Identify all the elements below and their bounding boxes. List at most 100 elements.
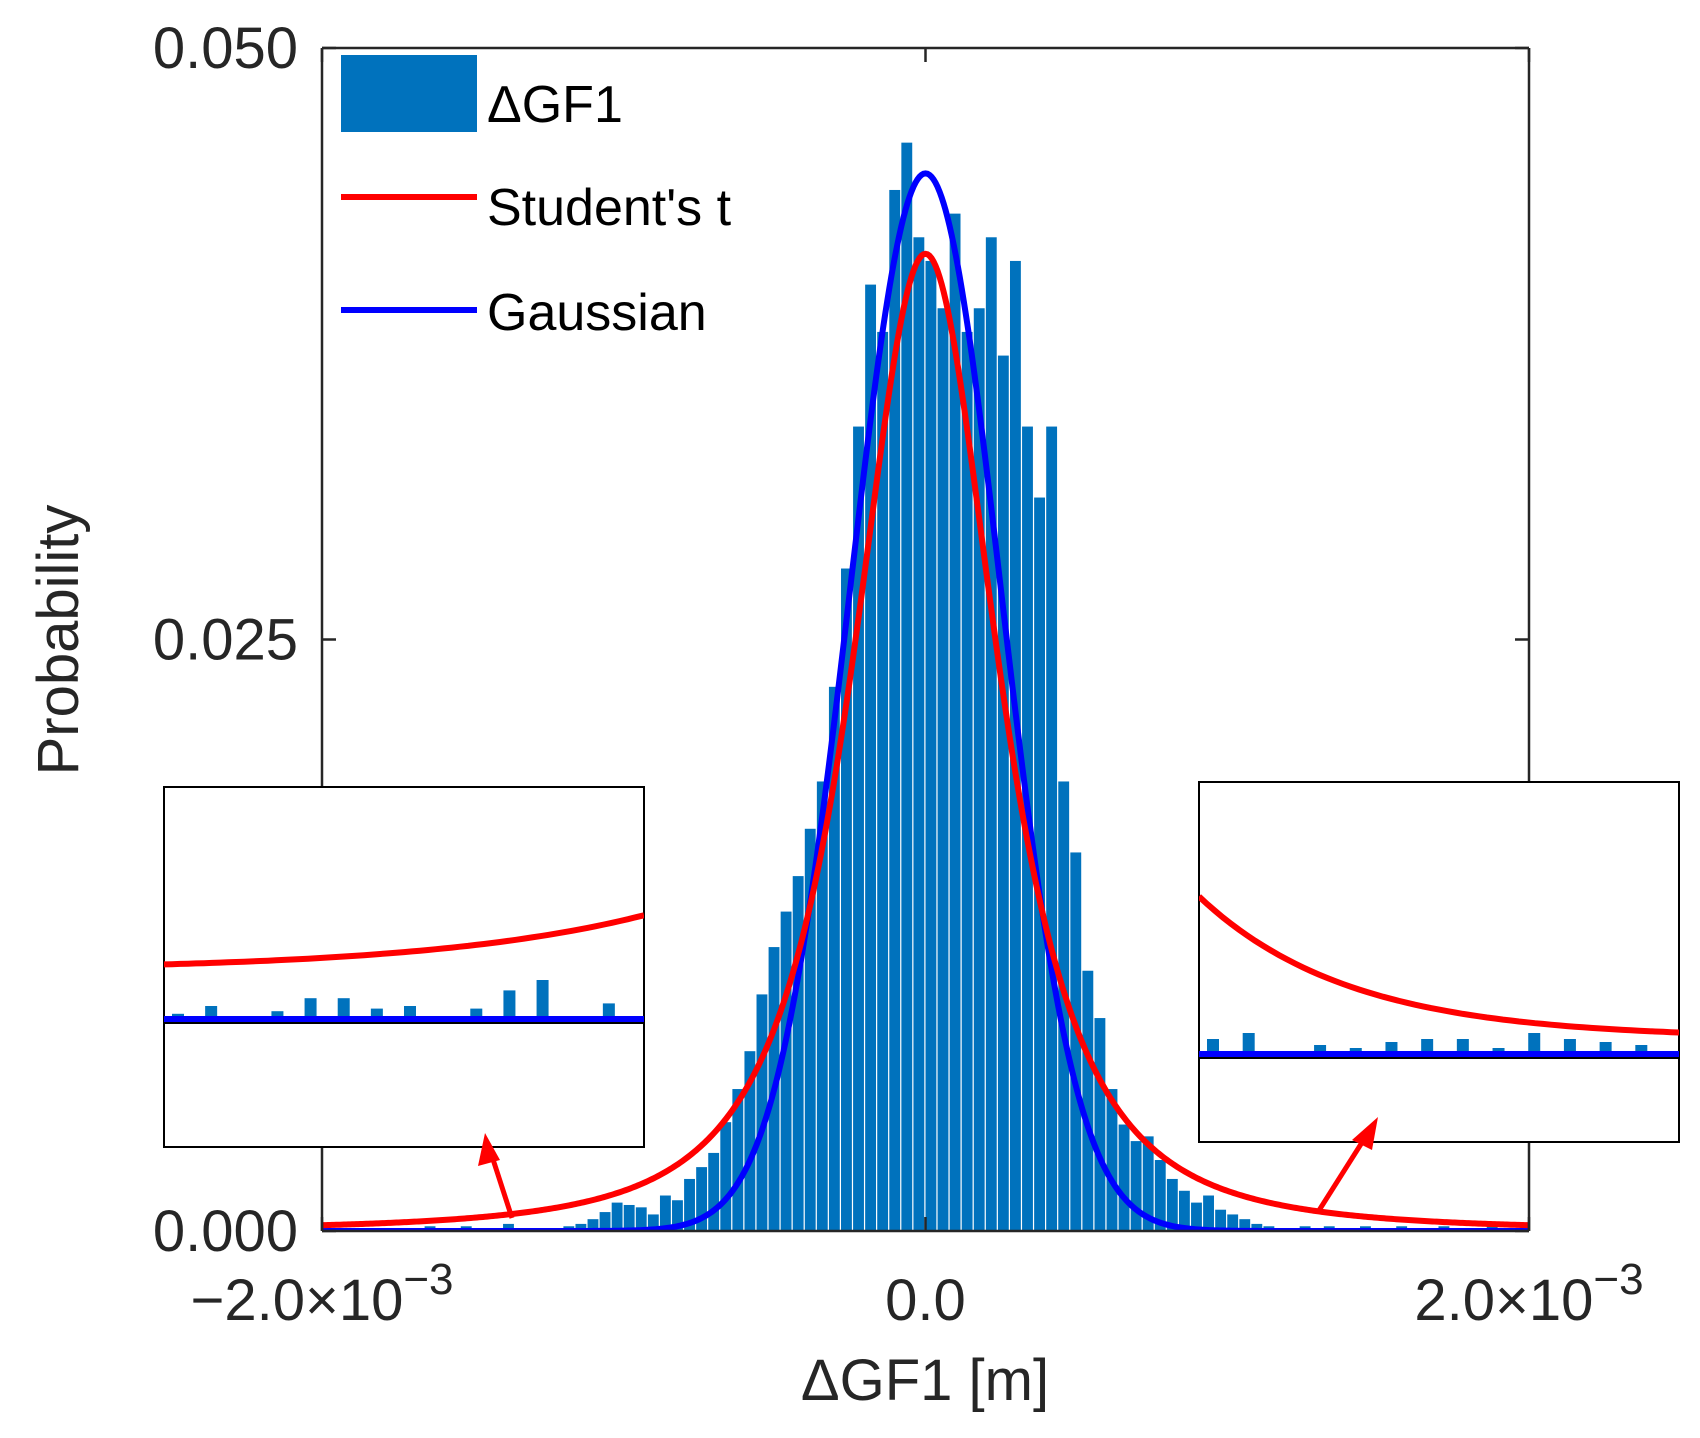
legend-label-histogram: ΔGF1 <box>487 76 623 134</box>
legend-label-student-t: Student's t <box>487 179 732 237</box>
x-tick-label-0: −2.0×10−3 <box>190 1255 453 1333</box>
histogram-bar-52 <box>1191 1202 1202 1231</box>
histogram-bar-32 <box>949 213 961 1231</box>
right-tail-zoom-bar-9 <box>1528 1033 1541 1054</box>
histogram-bar-34 <box>973 308 985 1231</box>
right-arrow <box>1315 1131 1371 1214</box>
histogram-bar-4 <box>611 1202 623 1231</box>
histogram-bar-11 <box>696 1167 708 1231</box>
y-tick-labels: 0.000 0.025 0.050 <box>153 16 298 1264</box>
left-tail-zoom-bar-11 <box>536 980 549 1019</box>
histogram-bar-16 <box>756 994 768 1231</box>
histogram-bar-35 <box>985 237 997 1231</box>
histogram-bar-27 <box>889 189 901 1231</box>
histogram-bar-29 <box>913 237 925 1231</box>
gaussian-curve <box>322 170 1529 1231</box>
histogram-bar-19 <box>792 876 804 1231</box>
histogram-bar-21 <box>816 781 828 1231</box>
histogram-bar-56 <box>1239 1219 1251 1231</box>
y-tick-label-1: 0.025 <box>153 608 298 673</box>
histogram-bar-30 <box>925 260 937 1231</box>
right-tail-zoom-bar-3 <box>1314 1045 1327 1054</box>
y-axis-title: Probability <box>26 505 91 776</box>
histogram-bar-33 <box>961 331 973 1231</box>
histogram-bar-13 <box>720 1122 732 1231</box>
histogram-bar-36 <box>997 355 1009 1231</box>
histogram-bar-50 <box>1166 1178 1178 1231</box>
histogram-bar-43 <box>1082 970 1094 1231</box>
right-tail-zoom-student-t <box>1199 894 1679 1036</box>
histogram-bar-14 <box>732 1089 744 1231</box>
histogram-bar-23 <box>841 568 852 1231</box>
histogram-bar-26 <box>877 331 889 1231</box>
right-tail-zoom-bar-6 <box>1421 1039 1434 1054</box>
y-tick-label-0: 0.000 <box>153 1199 298 1264</box>
histogram-bar-8 <box>659 1195 671 1231</box>
x-tick-labels: −2.0×10−3 0.0 2.0×10−3 <box>190 1255 1643 1333</box>
left-tail-zoom-bar-10 <box>503 990 516 1019</box>
y-tick-label-2: 0.050 <box>153 16 298 81</box>
left-tail-zoom-student-t <box>164 912 644 968</box>
axis-ticks <box>320 46 1531 1233</box>
histogram-bar-12 <box>708 1152 720 1231</box>
histogram-bar-42 <box>1070 852 1082 1231</box>
left-tail-zoom-bar-5 <box>337 998 350 1019</box>
histogram-bar-39 <box>1034 497 1045 1231</box>
histogram-bar-37 <box>1009 260 1021 1231</box>
histogram-bars <box>424 142 1498 1231</box>
right-tail-zoom-bar-1 <box>1242 1033 1255 1054</box>
histogram-bar-31 <box>937 308 949 1231</box>
histogram-bar-41 <box>1058 781 1070 1231</box>
left-tail-zoom-bar-13 <box>602 1003 615 1019</box>
x-tick-label-1: 0.0 <box>885 1268 966 1333</box>
histogram-bar-22 <box>828 686 840 1231</box>
histogram-bar-49 <box>1154 1160 1166 1231</box>
left-tail-zoom-bar-7 <box>404 1006 416 1019</box>
histogram-bar-1 <box>575 1223 587 1231</box>
right-arrow-head <box>1352 1117 1378 1150</box>
right-tail-zoom-bar-12 <box>1635 1045 1648 1054</box>
histogram-bar-20 <box>804 828 816 1231</box>
histogram-bar-5 <box>623 1204 635 1231</box>
histogram-bar-48 <box>1142 1136 1154 1231</box>
legend: ΔGF1 Student's t Gaussian <box>341 55 732 342</box>
histogram-bar-25 <box>865 284 877 1231</box>
histogram-bar-3 <box>599 1212 611 1231</box>
histogram-bar-10 <box>684 1178 695 1231</box>
histogram-bar-7 <box>647 1214 659 1231</box>
histogram-bar-53 <box>1203 1195 1214 1231</box>
histogram-tail-bar-9 <box>1486 1223 1498 1231</box>
annotation-arrows <box>478 1117 1378 1219</box>
x-tick-label-2: 2.0×10−3 <box>1414 1255 1643 1333</box>
fitted-curves <box>322 170 1529 1231</box>
inset-right-tail <box>1198 781 1680 1143</box>
histogram-bar-28 <box>901 142 913 1231</box>
left-tail-zoom-bar-1 <box>205 1006 218 1019</box>
histogram-bar-51 <box>1178 1190 1190 1231</box>
histogram-bar-2 <box>587 1219 599 1231</box>
histogram-bar-47 <box>1130 1141 1142 1231</box>
left-arrow-head <box>478 1133 500 1166</box>
histogram-bar-9 <box>672 1200 683 1231</box>
histogram-bar-54 <box>1215 1209 1227 1231</box>
histogram-bar-18 <box>780 911 792 1231</box>
legend-label-gaussian: Gaussian <box>487 284 707 342</box>
left-tail-zoom-bar-6 <box>370 1008 383 1019</box>
histogram-bar-15 <box>744 1051 756 1231</box>
histogram-bar-40 <box>1046 426 1058 1231</box>
histogram-bar-24 <box>853 426 864 1231</box>
histogram-bar-55 <box>1227 1214 1239 1231</box>
left-tail-zoom-bar-4 <box>304 998 317 1019</box>
legend-patch-histogram <box>341 55 477 132</box>
left-tail-zoom-bar-9 <box>470 1008 483 1019</box>
student-t-curve <box>322 250 1529 1229</box>
inset-left-tail <box>163 786 645 1148</box>
right-tail-zoom-bar-10 <box>1563 1039 1576 1054</box>
left-tail-zoom-bar-3 <box>271 1011 284 1019</box>
histogram-bar-6 <box>635 1207 647 1231</box>
right-tail-zoom-bar-7 <box>1456 1039 1469 1054</box>
histogram-bar-45 <box>1106 1089 1118 1231</box>
histogram-bar-46 <box>1118 1124 1130 1231</box>
right-tail-zoom-bar-0 <box>1207 1039 1219 1054</box>
